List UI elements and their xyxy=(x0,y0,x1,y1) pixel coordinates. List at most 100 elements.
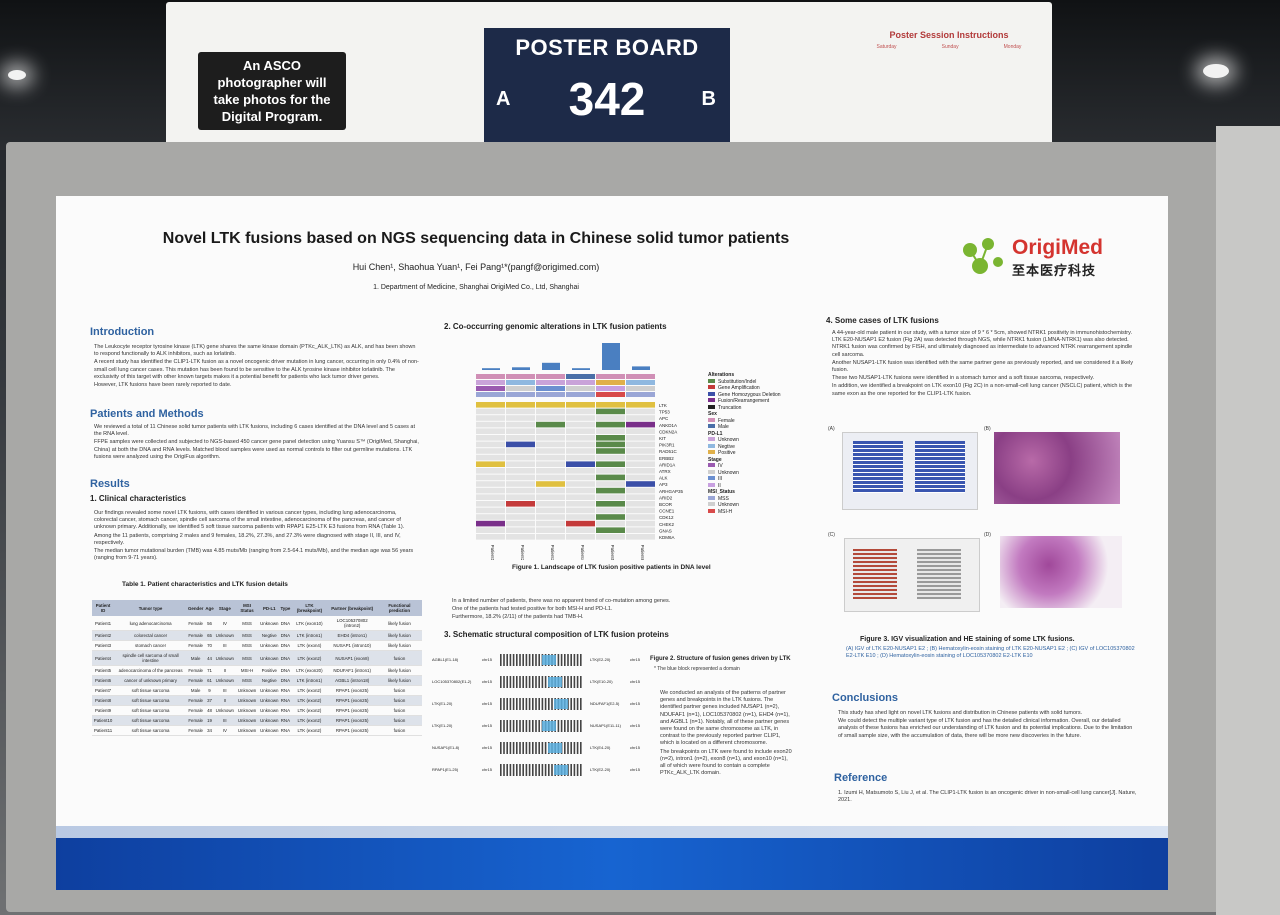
kinase-domain-block xyxy=(554,765,568,775)
oncoprint-cell xyxy=(536,474,565,481)
exon-block xyxy=(570,654,572,666)
exon-block xyxy=(570,698,572,710)
legend-title: Stage xyxy=(708,456,722,463)
exon-block xyxy=(519,764,521,776)
table-cell: DNA xyxy=(279,650,292,666)
oncoprint-cell xyxy=(536,487,565,494)
exon-block xyxy=(519,720,521,732)
cooccur-text: In a limited number of patients, there w… xyxy=(452,598,792,623)
table-row: Patient10 soft tissue sarcoma Female 19 III U… xyxy=(92,715,422,726)
patient-label: Patient4 xyxy=(580,545,585,560)
exon-block xyxy=(576,742,579,754)
legend-swatch xyxy=(708,502,715,506)
oncoprint-cell xyxy=(536,481,565,487)
table-cell: fusion xyxy=(376,695,422,706)
table-header-cell: MSI Status xyxy=(234,600,260,616)
oncoprint-cell xyxy=(476,421,505,428)
oncoprint-cell xyxy=(566,421,595,428)
table-cell: fusion xyxy=(376,685,422,696)
intro-heading: Introduction xyxy=(90,326,155,338)
exon-block xyxy=(570,720,572,732)
exon-block xyxy=(509,654,512,666)
table-cell: DNA xyxy=(279,640,292,651)
fusion-left-chr: chr15 xyxy=(482,701,493,706)
fusion-left-gene: NUSAP1(E1-8) xyxy=(432,745,460,750)
oncoprint-cell xyxy=(626,527,655,533)
oncoprint-cell xyxy=(626,441,655,448)
legend-swatch xyxy=(708,450,715,454)
table-cell: Unknown xyxy=(234,705,260,716)
fusion-right-chr: chr15 xyxy=(630,767,641,772)
table-cell: MSS xyxy=(234,616,260,631)
exon-block xyxy=(503,742,505,754)
table-cell: Female xyxy=(186,715,205,726)
cases-paragraph: Another NUSAP1-LTK fusion was identified… xyxy=(832,359,1134,374)
gene-label: KDM6A xyxy=(659,535,675,540)
exon-block xyxy=(532,720,534,732)
exon-block xyxy=(567,742,569,754)
table-cell: 34 xyxy=(204,725,215,736)
legend-label: IV xyxy=(718,463,723,469)
gene-label: ANKD1A xyxy=(659,423,677,428)
oncoprint-cell xyxy=(536,448,565,454)
fusion-right-chr: chr15 xyxy=(630,701,641,706)
exon-block xyxy=(512,698,515,710)
oncoprint-cell xyxy=(506,534,535,540)
cooccur-paragraph: One of the patients had tested positive … xyxy=(452,606,613,613)
exon-block xyxy=(503,676,505,688)
table-cell: III xyxy=(214,685,235,696)
gene-label: ARHGAP35 xyxy=(659,489,684,494)
exon-block xyxy=(506,764,508,776)
table-cell: Unknown xyxy=(214,630,235,641)
oncoprint-cell xyxy=(596,435,625,441)
oncoprint-cell xyxy=(476,501,505,507)
table-cell: 61 xyxy=(204,675,215,686)
cooccur-paragraph: Furthermore, 18.2% (2/11) of the patient… xyxy=(452,614,584,621)
poster-title: Novel LTK fusions based on NGS sequencin… xyxy=(162,230,790,247)
table-cell: Unknown xyxy=(234,695,260,706)
oncoprint-cell xyxy=(476,481,505,487)
table-cell: Unknown xyxy=(259,695,280,706)
table-cell: Unknown xyxy=(259,685,280,696)
table-cell: likely fusion xyxy=(376,640,422,651)
oncoprint-cell xyxy=(626,454,655,461)
oncoprint-cell xyxy=(506,527,535,533)
table-cell: III xyxy=(214,715,235,726)
oncoprint-cell xyxy=(596,514,625,520)
table-cell: LTK (exon2) xyxy=(291,725,328,736)
table-header-cell: Age xyxy=(204,600,215,616)
table-cell: 44 xyxy=(204,650,215,666)
side-b-label: B xyxy=(701,88,716,110)
exon-block xyxy=(525,764,528,776)
exon-block xyxy=(503,764,505,776)
table-cell: Patient11 xyxy=(92,725,115,736)
oncoprint-cell xyxy=(536,454,565,461)
table-cell: 71 xyxy=(204,665,215,676)
annotation-cell xyxy=(506,392,535,397)
exon-block xyxy=(528,676,531,688)
oncoprint-cell xyxy=(536,501,565,507)
exon-block xyxy=(522,676,524,688)
table-cell: IV xyxy=(214,725,235,736)
logo-name: OrigiMed xyxy=(1012,236,1104,259)
table-header-cell: PD-L1 xyxy=(259,600,280,616)
legend-label: Gene Homozygous Deletion xyxy=(718,391,781,398)
table-cell: LTK (exon10) xyxy=(291,616,328,631)
tmb-bar xyxy=(572,368,590,370)
legend-item: MSS xyxy=(708,495,828,503)
exon-block xyxy=(548,764,550,776)
table-cell: fusion xyxy=(376,705,422,716)
legend-swatch xyxy=(708,463,715,467)
oncoprint-cell xyxy=(536,527,565,533)
annotation-cell xyxy=(536,386,565,391)
table-row: Patient9 soft tissue sarcoma Female 48 Unkno… xyxy=(92,705,422,716)
legend-item: Unknown xyxy=(708,469,828,477)
poster-board-sign: POSTER BOARD A 342 B xyxy=(484,28,730,144)
table-cell: Female xyxy=(186,705,205,716)
oncoprint-cell xyxy=(626,428,655,434)
exon-block xyxy=(509,720,512,732)
oncoprint-cell xyxy=(476,487,505,494)
table-cell: DNA xyxy=(279,630,292,641)
table-cell: Unknown xyxy=(259,640,280,651)
legend-title: Alterations xyxy=(708,372,735,378)
